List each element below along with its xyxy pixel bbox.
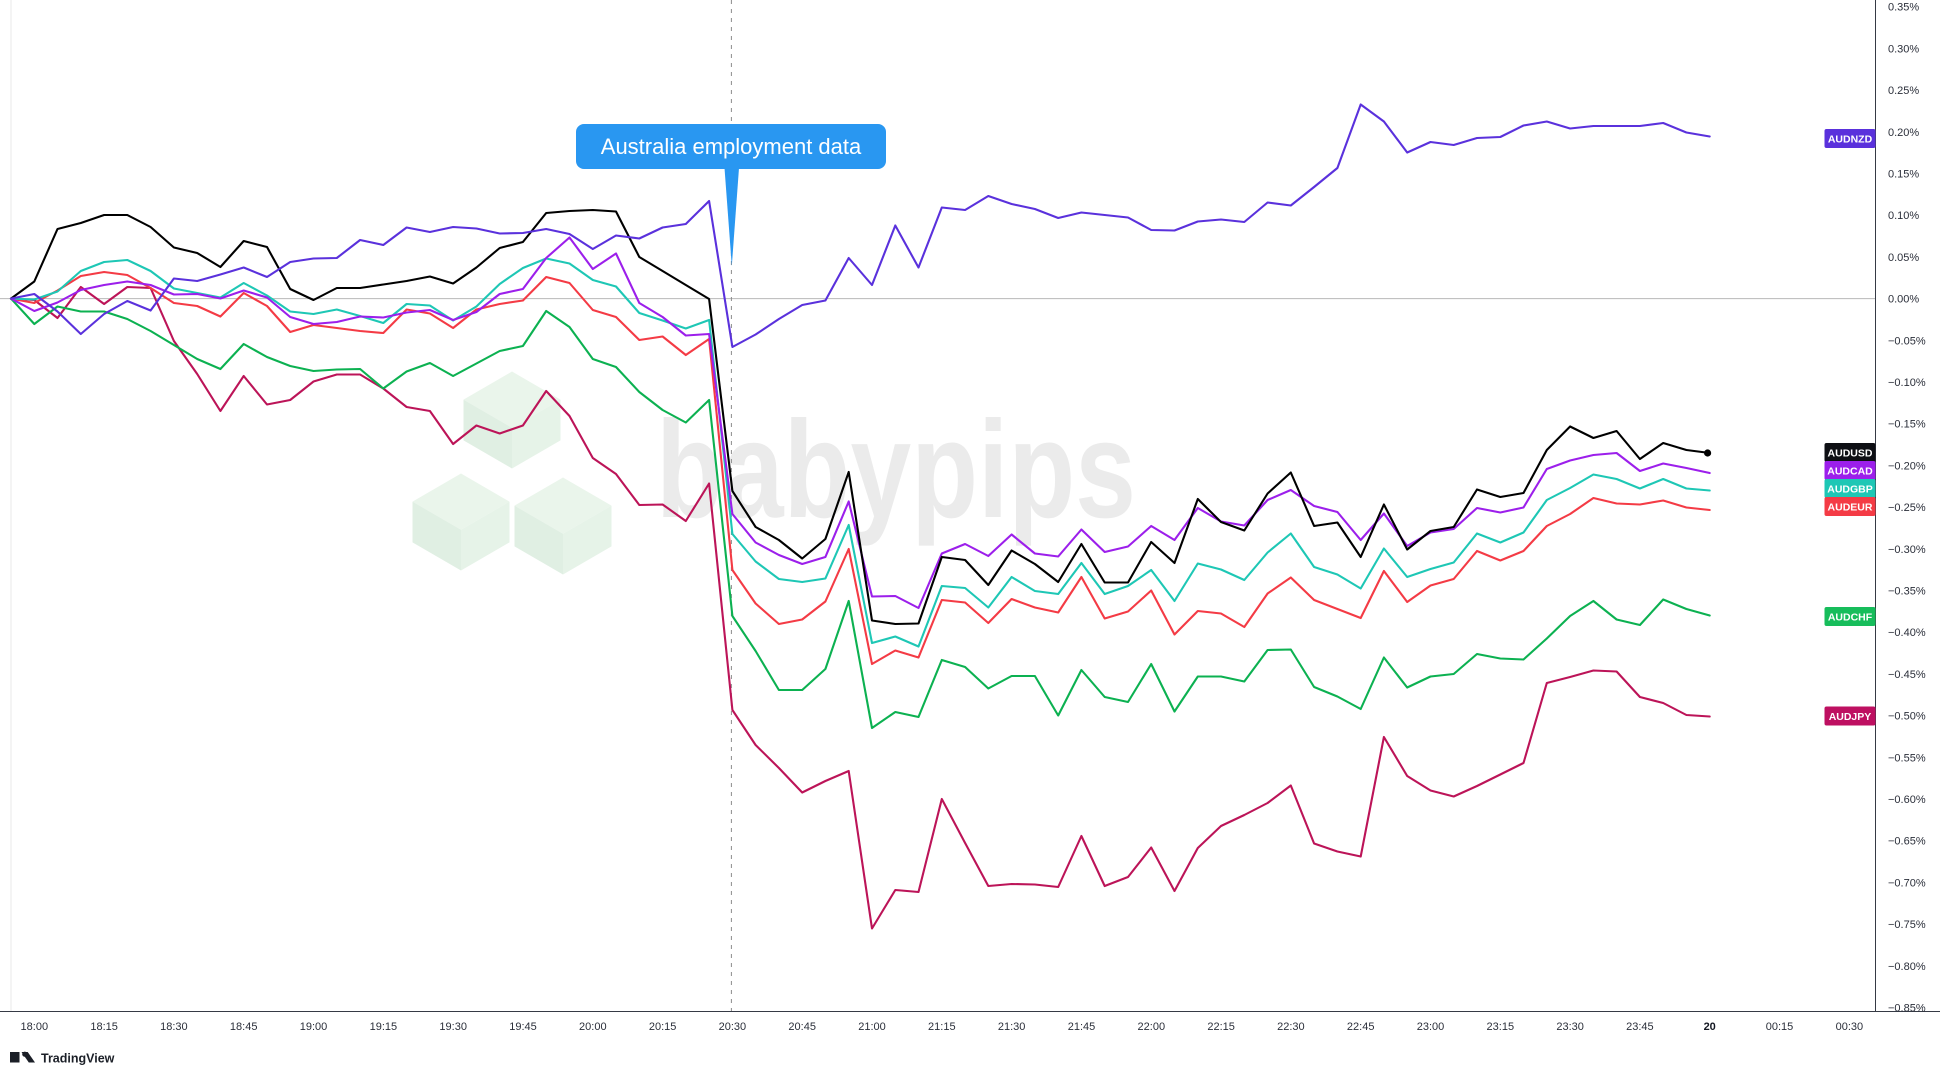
svg-text:−0.70%: −0.70% (1888, 877, 1926, 889)
svg-text:0.10%: 0.10% (1888, 210, 1919, 222)
svg-text:20:45: 20:45 (788, 1021, 816, 1033)
svg-text:0.35%: 0.35% (1888, 2, 1919, 14)
svg-text:Australia employment data: Australia employment data (601, 134, 862, 159)
svg-text:−0.55%: −0.55% (1888, 752, 1926, 764)
svg-text:20:15: 20:15 (649, 1021, 677, 1033)
svg-text:20: 20 (1704, 1021, 1716, 1033)
svg-text:−0.80%: −0.80% (1888, 961, 1926, 973)
svg-text:AUDUSD: AUDUSD (1828, 448, 1873, 460)
svg-text:22:45: 22:45 (1347, 1021, 1375, 1033)
svg-text:20:30: 20:30 (719, 1021, 747, 1033)
svg-text:00:15: 00:15 (1766, 1021, 1794, 1033)
svg-text:AUDNZD: AUDNZD (1828, 134, 1873, 146)
svg-text:19:30: 19:30 (439, 1021, 467, 1033)
svg-text:18:00: 18:00 (21, 1021, 49, 1033)
svg-text:babypips: babypips (656, 393, 1136, 547)
svg-text:22:30: 22:30 (1277, 1021, 1305, 1033)
svg-text:0.05%: 0.05% (1888, 252, 1919, 264)
svg-text:−0.75%: −0.75% (1888, 919, 1926, 931)
svg-text:0.00%: 0.00% (1888, 294, 1919, 306)
svg-text:−0.60%: −0.60% (1888, 794, 1926, 806)
svg-text:19:15: 19:15 (370, 1021, 398, 1033)
svg-text:22:00: 22:00 (1138, 1021, 1166, 1033)
svg-text:−0.15%: −0.15% (1888, 419, 1926, 431)
svg-text:−0.25%: −0.25% (1888, 502, 1926, 514)
svg-text:AUDCHF: AUDCHF (1828, 612, 1873, 624)
svg-text:19:45: 19:45 (509, 1021, 537, 1033)
svg-text:AUDEUR: AUDEUR (1828, 502, 1873, 514)
svg-text:00:30: 00:30 (1836, 1021, 1864, 1033)
svg-text:0.25%: 0.25% (1888, 85, 1919, 97)
svg-text:−0.65%: −0.65% (1888, 836, 1926, 848)
svg-text:20:00: 20:00 (579, 1021, 607, 1033)
svg-text:AUDCAD: AUDCAD (1827, 466, 1873, 478)
svg-text:23:00: 23:00 (1417, 1021, 1445, 1033)
svg-text:18:45: 18:45 (230, 1021, 258, 1033)
svg-text:−0.20%: −0.20% (1888, 460, 1926, 472)
svg-text:23:30: 23:30 (1556, 1021, 1584, 1033)
svg-text:−0.05%: −0.05% (1888, 335, 1926, 347)
svg-text:AUDGBP: AUDGBP (1827, 484, 1873, 496)
svg-text:−0.45%: −0.45% (1888, 669, 1926, 681)
svg-text:18:15: 18:15 (90, 1021, 118, 1033)
svg-text:23:15: 23:15 (1487, 1021, 1515, 1033)
svg-text:21:30: 21:30 (998, 1021, 1026, 1033)
svg-text:−0.35%: −0.35% (1888, 586, 1926, 598)
svg-text:21:15: 21:15 (928, 1021, 956, 1033)
svg-text:0.15%: 0.15% (1888, 169, 1919, 181)
svg-text:−0.50%: −0.50% (1888, 711, 1926, 723)
svg-text:19:00: 19:00 (300, 1021, 328, 1033)
svg-text:−0.30%: −0.30% (1888, 544, 1926, 556)
svg-text:0.30%: 0.30% (1888, 43, 1919, 55)
svg-text:21:00: 21:00 (858, 1021, 886, 1033)
svg-text:TradingView: TradingView (41, 1052, 115, 1066)
svg-text:22:15: 22:15 (1207, 1021, 1235, 1033)
svg-text:−0.10%: −0.10% (1888, 377, 1926, 389)
svg-text:21:45: 21:45 (1068, 1021, 1096, 1033)
svg-text:−0.40%: −0.40% (1888, 627, 1926, 639)
svg-text:−0.85%: −0.85% (1888, 1003, 1926, 1015)
svg-text:23:45: 23:45 (1626, 1021, 1654, 1033)
svg-text:0.20%: 0.20% (1888, 127, 1919, 139)
svg-text:AUDJPY: AUDJPY (1829, 711, 1872, 723)
svg-text:18:30: 18:30 (160, 1021, 188, 1033)
